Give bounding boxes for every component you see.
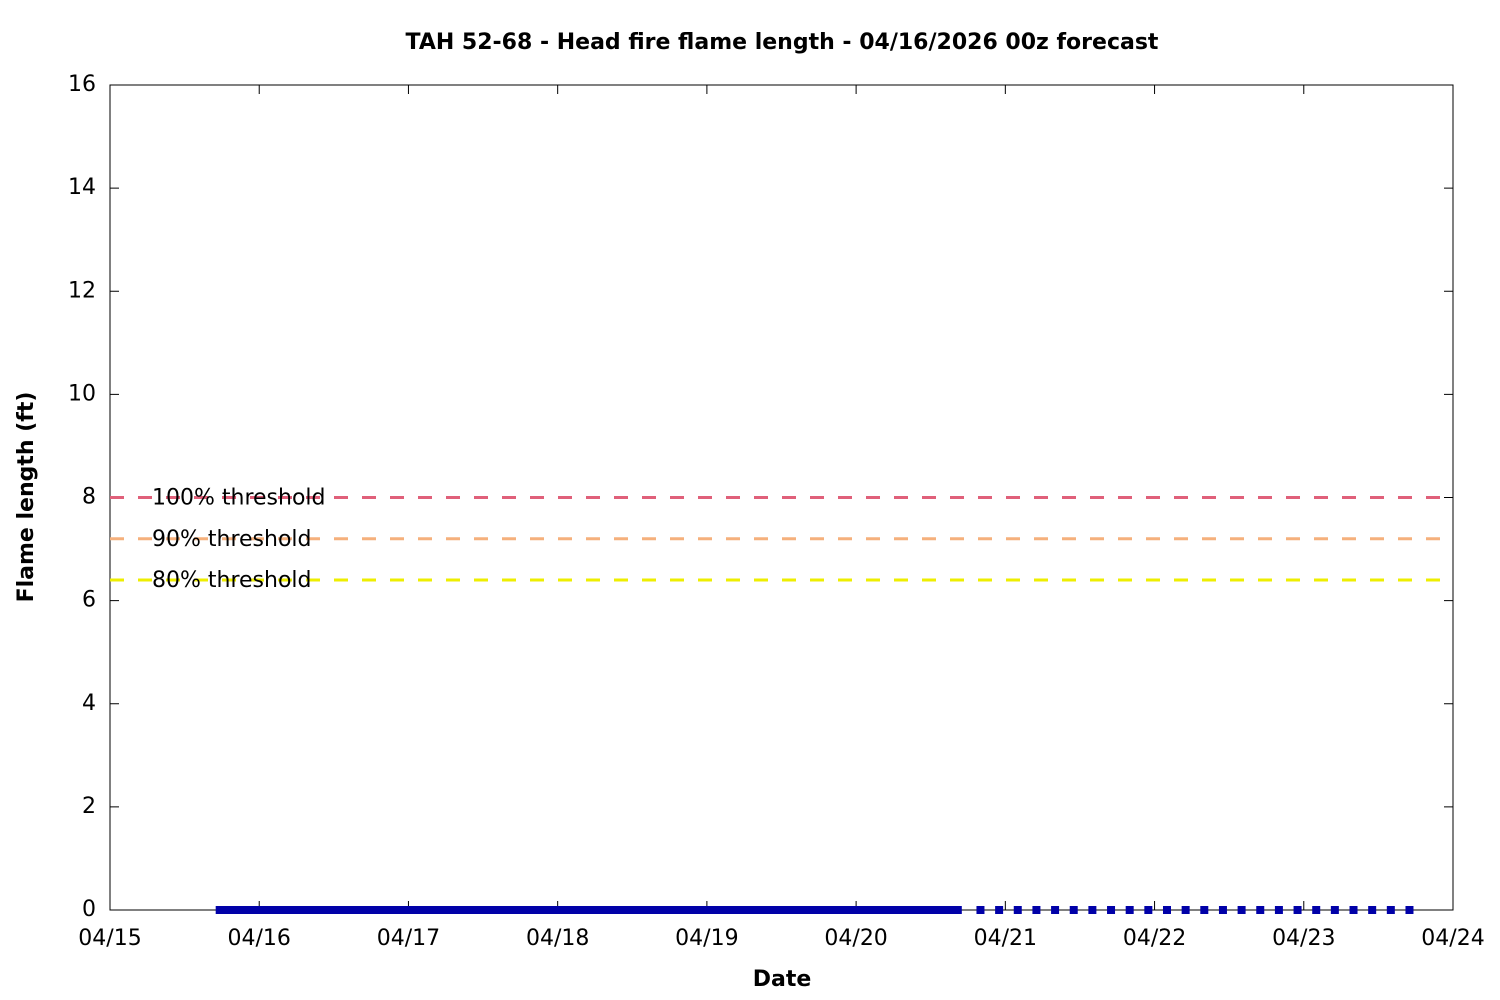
x-tick-label: 04/17 <box>377 926 440 951</box>
chart-title: TAH 52-68 - Head fire flame length - 04/… <box>406 30 1159 55</box>
y-tick-label: 12 <box>68 278 96 303</box>
data-point <box>1013 906 1022 914</box>
x-tick-label: 04/15 <box>78 926 141 951</box>
x-axis-label: Date <box>753 967 812 992</box>
data-point <box>1125 906 1134 914</box>
x-tick-label: 04/22 <box>1123 926 1186 951</box>
threshold-label: 90% threshold <box>152 527 312 552</box>
y-tick-label: 4 <box>82 691 96 716</box>
data-point <box>1330 906 1339 914</box>
data-point <box>1069 906 1078 914</box>
data-point <box>1051 906 1060 914</box>
data-point <box>1162 906 1171 914</box>
x-tick-label: 04/20 <box>824 926 887 951</box>
threshold-label: 80% threshold <box>152 568 312 593</box>
y-tick-label: 6 <box>82 588 96 613</box>
x-tick-label: 04/21 <box>974 926 1037 951</box>
y-tick-label: 16 <box>68 72 96 97</box>
data-point <box>1032 906 1041 914</box>
data-point <box>1218 906 1227 914</box>
data-point <box>1256 906 1265 914</box>
y-tick-label: 14 <box>68 175 96 200</box>
x-tick-label: 04/16 <box>228 926 291 951</box>
data-point <box>1274 906 1283 914</box>
data-point <box>995 906 1004 914</box>
data-point <box>1107 906 1116 914</box>
y-tick-label: 2 <box>82 794 96 819</box>
data-point <box>1386 906 1395 914</box>
data-point <box>1144 906 1153 914</box>
data-point <box>1293 906 1302 914</box>
data-point <box>1200 906 1209 914</box>
x-tick-label: 04/19 <box>675 926 738 951</box>
threshold-label: 100% threshold <box>152 486 326 511</box>
y-axis-label: Flame length (ft) <box>14 392 39 603</box>
data-point <box>1237 906 1246 914</box>
x-tick-label: 04/18 <box>526 926 589 951</box>
y-tick-label: 10 <box>68 381 96 406</box>
data-point <box>1181 906 1190 914</box>
data-point <box>1405 906 1414 914</box>
data-point <box>976 906 985 914</box>
x-tick-label: 04/23 <box>1272 926 1335 951</box>
x-tick-label: 04/24 <box>1421 926 1484 951</box>
y-tick-label: 0 <box>82 897 96 922</box>
data-point <box>1088 906 1097 914</box>
y-tick-label: 8 <box>82 485 96 510</box>
data-point <box>1349 906 1358 914</box>
data-point <box>1312 906 1321 914</box>
data-point <box>1368 906 1377 914</box>
